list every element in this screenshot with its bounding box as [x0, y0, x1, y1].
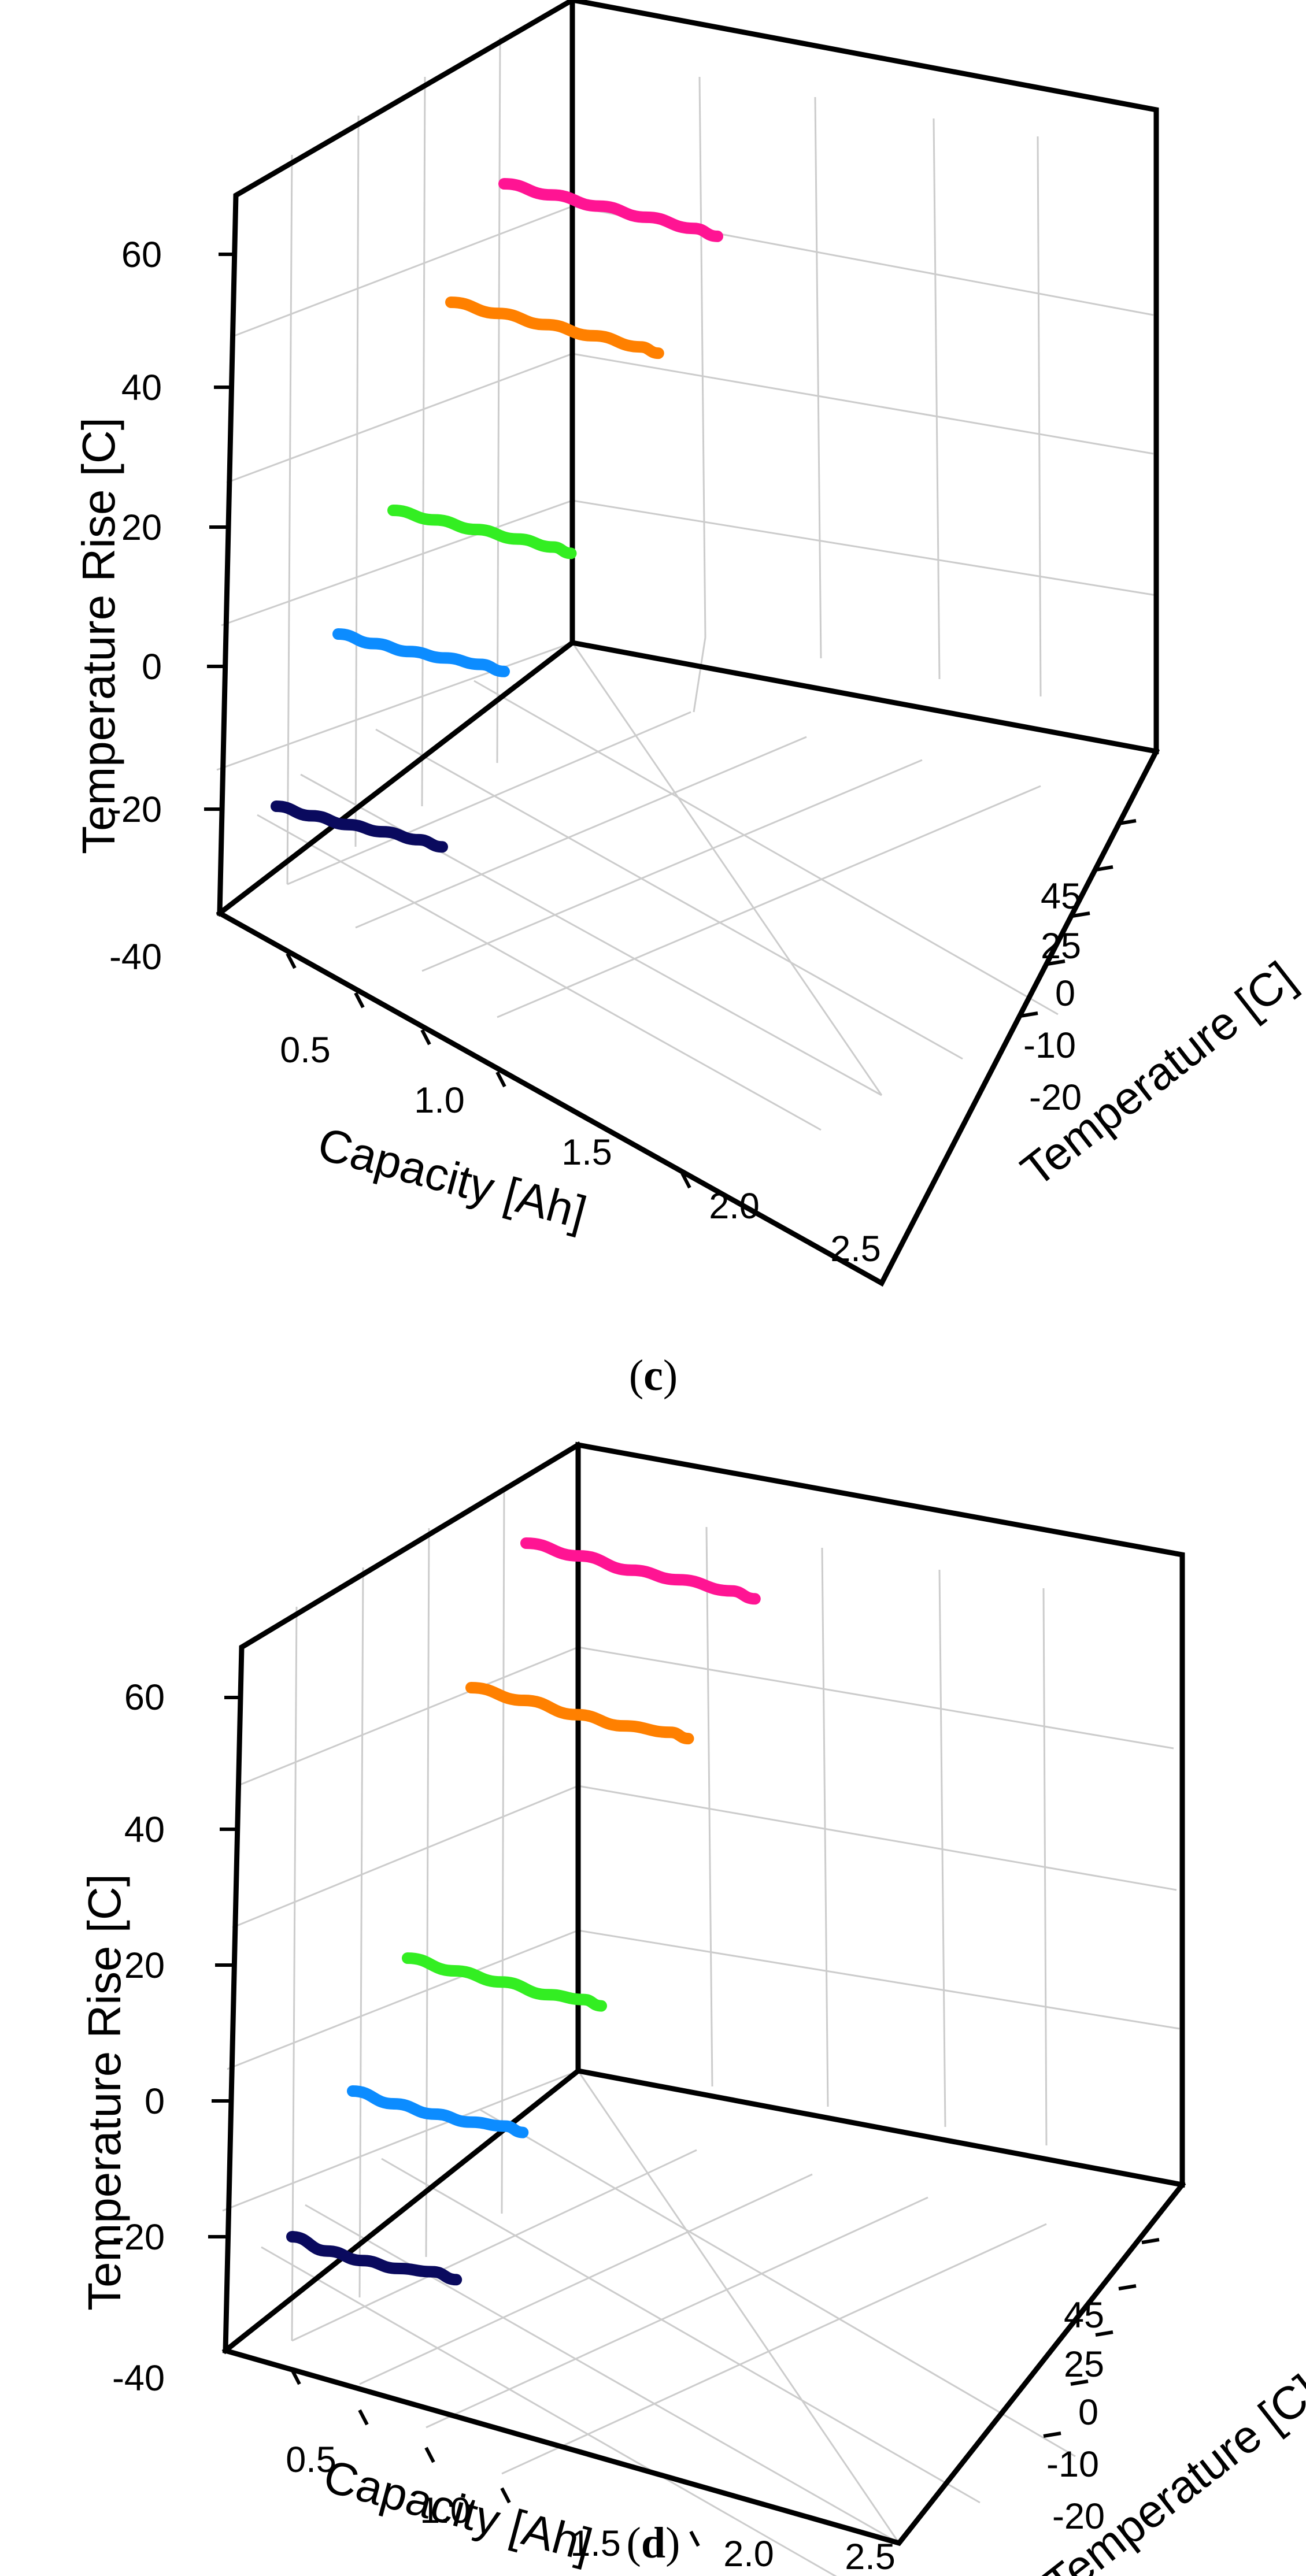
series-line-45	[498, 178, 723, 242]
axes-frame	[216, 0, 1160, 1287]
z-tick-label: 60	[121, 235, 162, 275]
grid-back-wall	[578, 1526, 1180, 2146]
y-tick-label: -10	[1023, 1025, 1076, 1066]
x-tick-label: 2.5	[845, 2537, 896, 2576]
x-tick-label: 2.5	[830, 1229, 881, 1269]
z-tick-label: -20	[112, 2217, 165, 2258]
x-tick-label: 2.0	[709, 1186, 760, 1226]
x-tick-label: 1.0	[414, 1080, 465, 1121]
y-tick-label: -20	[1029, 1077, 1082, 1118]
x-tick-label: 0.5	[286, 2440, 336, 2480]
series-line-25	[465, 1682, 694, 1745]
x-axis-title: Capacity [Ah]	[313, 1118, 592, 1239]
y-tick-label: 45	[1041, 876, 1081, 917]
series-line-45	[520, 1537, 761, 1605]
series-line-minus20	[286, 2231, 463, 2286]
z-tick-label: 20	[121, 507, 162, 548]
x-axis-ticks: 0.5 1.0 1.5 2.0 2.5	[286, 2369, 896, 2576]
chart-panel-c: 60 40 20 0 -20 -40 0.5 1.0 1.5 2.0 2.5 -…	[73, 0, 1304, 1400]
z-axis-title: Temperature Rise [C]	[79, 1874, 130, 2311]
y-tick-label: -20	[1052, 2496, 1105, 2537]
y-tick-label: 45	[1064, 2295, 1104, 2336]
panel-label-d: (d)	[627, 2519, 680, 2567]
y-tick-label: 0	[1078, 2392, 1098, 2433]
grid-floor	[257, 637, 1059, 1131]
grid-left-wall	[222, 1444, 579, 2341]
x-tick-label: 1.0	[420, 2490, 471, 2531]
series-line-0	[402, 1952, 607, 2012]
grid-floor	[261, 2070, 1076, 2576]
y-axis-ticks: -20 -10 0 25 45	[1020, 819, 1137, 1118]
panel-letter: c	[643, 1351, 663, 1400]
y-tick-label: 0	[1055, 973, 1075, 1014]
z-tick-label: 20	[124, 1945, 165, 1986]
y-tick-label: -10	[1046, 2444, 1099, 2485]
x-axis-title: Capacity [Ah]	[319, 2450, 598, 2571]
grid-left-wall	[216, 0, 573, 885]
series-line-25	[445, 296, 664, 359]
grid-back-wall	[572, 76, 1157, 697]
y-tick-label: 25	[1041, 926, 1081, 966]
y-tick-label: 25	[1064, 2344, 1104, 2385]
panel-letter: d	[641, 2519, 665, 2567]
z-tick-label: -20	[109, 790, 162, 830]
z-tick-label: -40	[112, 2358, 165, 2399]
x-tick-label: 0.5	[280, 1030, 331, 1070]
series-line-0	[387, 505, 577, 559]
z-axis-ticks: 60 40 20 0 -20 -40	[109, 235, 236, 977]
y-axis-ticks: -20 -10 0 25 45	[1043, 2238, 1160, 2537]
z-tick-label: 40	[124, 1810, 165, 1850]
series-line-minus20	[271, 800, 448, 853]
series-line-minus10	[332, 628, 510, 677]
x-tick-label: 1.5	[561, 1132, 612, 1173]
chart-panel-d: 60 40 20 0 -20 -40 0.5 1.0 1.5 2.0 2.5 -…	[79, 1441, 1306, 2576]
x-axis-ticks: 0.5 1.0 1.5 2.0 2.5	[280, 952, 881, 1269]
axes-frame	[221, 1441, 1186, 2547]
z-axis-ticks: 60 40 20 0 -20 -40	[112, 1677, 242, 2399]
z-tick-label: 0	[145, 2081, 165, 2122]
series-group-d	[286, 1537, 761, 2286]
z-tick-label: 0	[142, 647, 162, 687]
z-tick-label: 40	[121, 368, 162, 408]
x-tick-label: 1.5	[570, 2523, 621, 2564]
z-tick-label: -40	[109, 937, 162, 977]
panel-label-c: (c)	[629, 1351, 678, 1400]
series-group-c	[271, 178, 723, 853]
z-axis-title: Temperature Rise [C]	[73, 417, 124, 854]
z-tick-label: 60	[124, 1677, 165, 1718]
x-tick-label: 2.0	[723, 2534, 774, 2574]
series-line-minus10	[347, 2085, 529, 2138]
